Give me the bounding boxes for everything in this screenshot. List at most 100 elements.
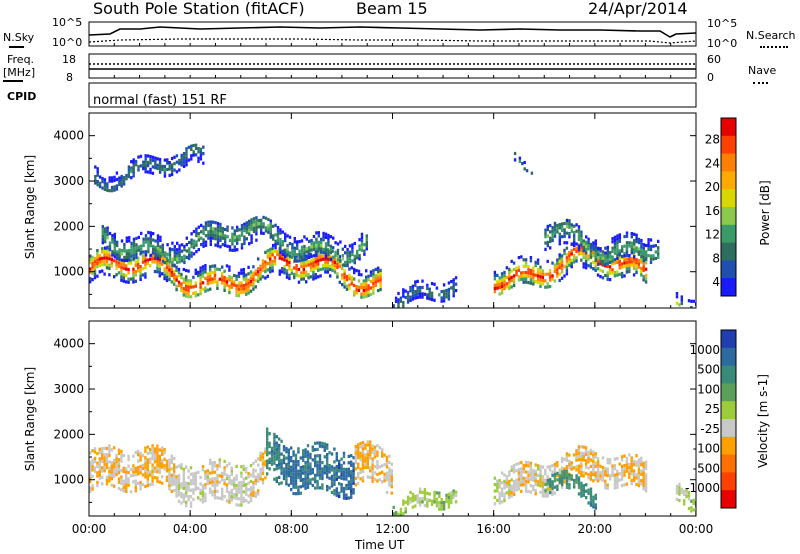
heatmap-cell <box>159 251 162 255</box>
heatmap-cell <box>165 266 169 270</box>
heatmap-cell <box>117 467 121 471</box>
heatmap-cell <box>204 240 208 244</box>
heatmap-cell <box>551 489 554 493</box>
heatmap-cell <box>532 478 535 482</box>
heatmap-cell <box>144 154 147 158</box>
heatmap-cell <box>151 155 155 159</box>
heatmap-cell <box>200 230 203 234</box>
heatmap-cell <box>326 469 329 473</box>
heatmap-cell <box>601 465 605 470</box>
heatmap-cell <box>303 248 306 252</box>
heatmap-cell <box>341 247 344 251</box>
heatmap-cell <box>159 238 162 243</box>
heatmap-cell <box>423 491 427 495</box>
heatmap-cell <box>275 454 278 458</box>
heatmap-cell <box>331 262 334 266</box>
heatmap-cell <box>139 274 142 278</box>
heatmap-cell <box>163 158 167 162</box>
heatmap-cell <box>546 240 549 244</box>
heatmap-cell <box>194 474 197 478</box>
heatmap-cell <box>642 265 645 269</box>
heatmap-cell <box>522 476 525 480</box>
heatmap-cell <box>146 471 149 475</box>
heatmap-cell <box>637 237 641 241</box>
heatmap-cell <box>307 273 310 277</box>
heatmap-cell <box>117 264 121 268</box>
heatmap-cell <box>292 491 295 496</box>
heatmap-cell <box>376 472 379 477</box>
heatmap-cell <box>216 483 219 487</box>
heatmap-cell <box>560 257 564 261</box>
heatmap-cell <box>343 279 346 283</box>
heatmap-cell <box>161 168 164 172</box>
heatmap-cell <box>118 257 121 262</box>
heatmap-cell <box>260 228 263 232</box>
heatmap-cell <box>358 244 361 248</box>
heatmap-cell <box>496 489 499 493</box>
heatmap-cell <box>274 223 277 227</box>
heatmap-cell <box>585 489 588 493</box>
heatmap-cell <box>324 270 327 274</box>
heatmap-cell <box>245 230 248 234</box>
heatmap-cell <box>316 486 319 490</box>
heatmap-cell <box>577 479 581 483</box>
heatmap-cell <box>633 248 636 252</box>
heatmap-cell <box>101 228 104 232</box>
heatmap-cell <box>294 485 298 489</box>
heatmap-cell <box>199 491 202 496</box>
heatmap-cell <box>250 218 253 222</box>
heatmap-cell <box>209 220 212 224</box>
heatmap-cell <box>352 475 355 479</box>
heatmap-cell <box>587 450 590 454</box>
heatmap-cell <box>108 189 111 193</box>
heatmap-cell <box>644 466 648 471</box>
heatmap-cell <box>517 474 521 478</box>
heatmap-cell <box>269 254 272 258</box>
heatmap-cell <box>115 171 119 175</box>
heatmap-cell <box>404 295 407 300</box>
heatmap-cell <box>399 296 403 300</box>
heatmap-cell <box>247 291 250 295</box>
heatmap-cell <box>517 480 521 485</box>
heatmap-cell <box>616 273 619 277</box>
heatmap-cell <box>261 468 265 472</box>
heatmap-cell <box>338 469 341 473</box>
heatmap-cell <box>235 487 238 491</box>
heatmap-cell <box>589 452 593 456</box>
heatmap-cell <box>611 259 614 263</box>
heatmap-cell <box>213 273 217 278</box>
heatmap-cell <box>209 477 212 482</box>
heatmap-cell <box>171 260 174 264</box>
heatmap-cell <box>110 467 113 471</box>
heatmap-cell <box>520 477 523 481</box>
heatmap-cell <box>570 258 573 262</box>
heatmap-cell <box>180 482 183 486</box>
heatmap-cell <box>582 490 585 494</box>
heatmap-cell <box>575 249 578 253</box>
heatmap-cell <box>328 476 331 480</box>
heatmap-cell <box>224 234 227 238</box>
heatmap-cell <box>273 455 276 459</box>
heatmap-cell <box>553 476 557 480</box>
heatmap-cell <box>247 472 250 476</box>
heatmap-cell <box>357 279 361 283</box>
heatmap-cell <box>580 451 583 455</box>
heatmap-cell <box>185 291 188 295</box>
heatmap-cell <box>300 255 304 259</box>
heatmap-cell <box>240 227 244 231</box>
heatmap-cell <box>225 486 229 490</box>
heatmap-cell <box>640 260 643 264</box>
heatmap-cell <box>589 255 593 259</box>
heatmap-cell <box>132 244 136 248</box>
heatmap-cell <box>341 273 344 277</box>
heatmap-cell <box>340 470 343 474</box>
date-label: 24/Apr/2014 <box>588 0 688 18</box>
heatmap-cell <box>496 482 499 486</box>
heatmap-cell <box>96 173 99 177</box>
heatmap-cell <box>158 264 161 268</box>
heatmap-cell <box>556 484 559 488</box>
heatmap-cell <box>113 446 116 450</box>
heatmap-cell <box>153 466 157 470</box>
heatmap-cell <box>243 229 246 233</box>
heatmap-cell <box>221 494 224 498</box>
